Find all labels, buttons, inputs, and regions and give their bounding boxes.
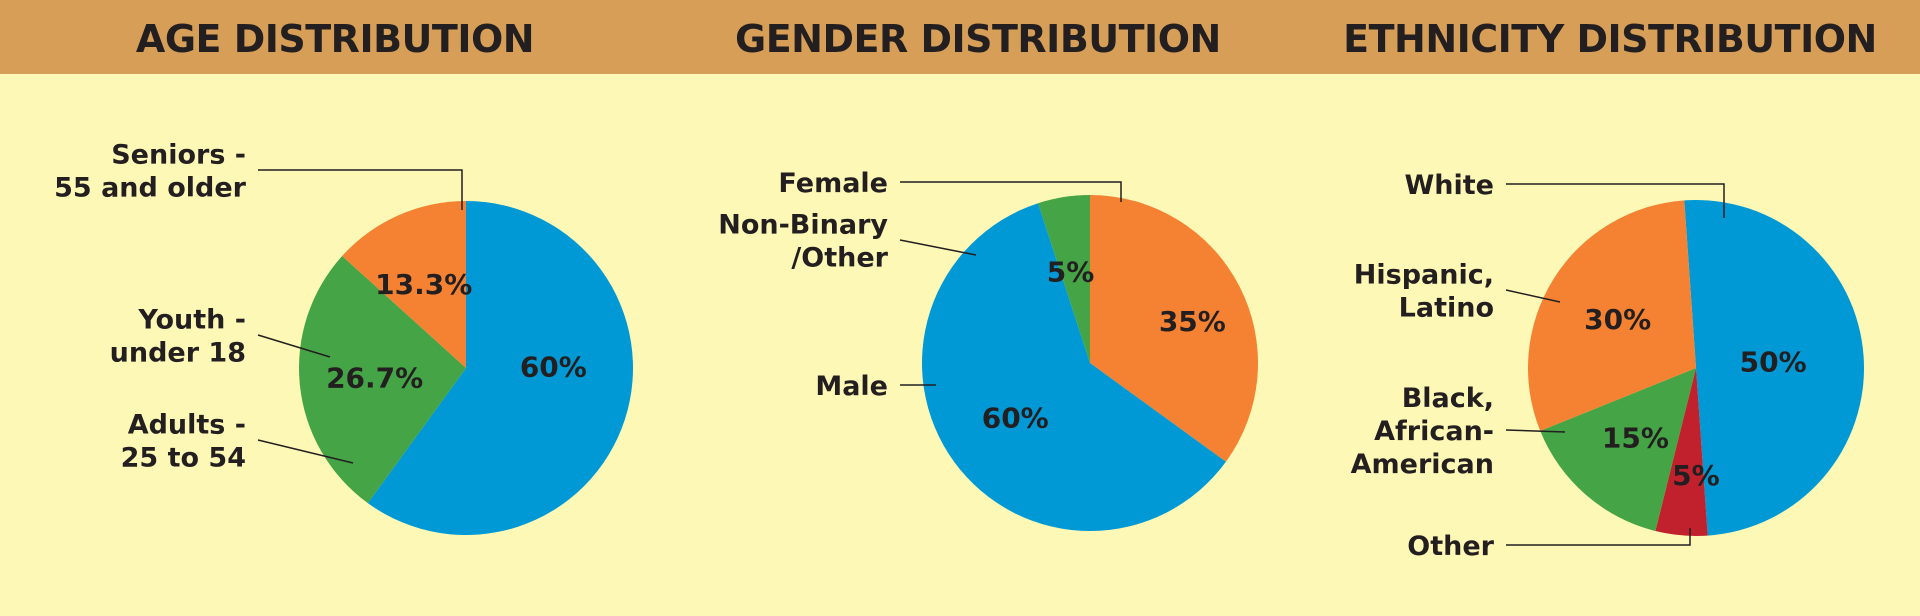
header-bar xyxy=(0,0,1920,74)
legend-label-youth-under-18: Youth - xyxy=(137,305,246,336)
leader-line-youth-under-18 xyxy=(257,334,331,358)
legend-label-white: White xyxy=(1405,170,1494,201)
value-label-other: 5% xyxy=(1672,459,1720,492)
value-label-youth-under-18: 13.3% xyxy=(375,268,472,301)
pie-slice-adults-25-to-54 xyxy=(298,255,466,504)
leader-line-adults-25-to-54 xyxy=(257,439,354,464)
pie-slice-hispanic-latino xyxy=(1528,200,1696,431)
legend-label-adults-25-to-54: 25 to 54 xyxy=(121,443,246,474)
legend-label-seniors-55-and-older: Seniors - xyxy=(111,140,246,171)
pie-slice-seniors-55-and-older xyxy=(367,201,634,535)
legend-label-male: Male xyxy=(815,371,888,402)
leader-line-black-african-american xyxy=(1505,429,1566,433)
value-label-black-african-american: 15% xyxy=(1602,422,1669,455)
pie-slice-male xyxy=(922,203,1226,532)
pie-slice-youth-under-18 xyxy=(342,201,466,368)
age-distribution-title: AGE DISTRIBUTION xyxy=(135,17,535,61)
value-label-male: 60% xyxy=(982,401,1049,434)
pie-slice-black-african-american xyxy=(1540,368,1696,532)
leader-line-white xyxy=(1506,183,1725,218)
leader-line-other xyxy=(1506,528,1691,546)
value-label-adults-25-to-54: 26.7% xyxy=(326,362,423,395)
gender-distribution-title: GENDER DISTRIBUTION xyxy=(735,17,1221,61)
legend-label-non-binary-other: Non-Binary xyxy=(718,210,888,241)
leader-line-non-binary-other xyxy=(899,239,977,256)
legend-label-youth-under-18: under 18 xyxy=(110,338,246,369)
legend-label-hispanic-latino: Latino xyxy=(1399,293,1494,324)
legend-label-black-african-american: Black, xyxy=(1402,383,1494,414)
value-label-female: 35% xyxy=(1159,305,1226,338)
ethnicity-distribution-title: ETHNICITY DISTRIBUTION xyxy=(1343,17,1877,61)
pie-slice-non-binary-other xyxy=(1038,195,1090,363)
value-label-non-binary-other: 5% xyxy=(1047,256,1095,289)
legend-label-non-binary-other: /Other xyxy=(791,243,888,274)
legend-label-adults-25-to-54: Adults - xyxy=(128,410,246,441)
legend-label-black-african-american: American xyxy=(1351,449,1494,480)
leader-line-seniors-55-and-older xyxy=(258,169,463,210)
legend-label-female: Female xyxy=(778,168,888,199)
value-label-seniors-55-and-older: 60% xyxy=(520,350,587,383)
leader-line-female xyxy=(900,181,1122,202)
pie-slice-white xyxy=(1684,200,1864,536)
leader-line-hispanic-latino xyxy=(1505,289,1561,303)
pie-slice-other xyxy=(1655,368,1708,536)
value-label-hispanic-latino: 30% xyxy=(1584,303,1651,336)
legend-label-black-african-american: African- xyxy=(1374,416,1494,447)
legend-label-hispanic-latino: Hispanic, xyxy=(1354,260,1494,291)
value-label-white: 50% xyxy=(1740,346,1807,379)
legend-label-other: Other xyxy=(1407,531,1494,562)
legend-label-seniors-55-and-older: 55 and older xyxy=(54,173,247,204)
pie-slice-female xyxy=(1090,195,1258,462)
